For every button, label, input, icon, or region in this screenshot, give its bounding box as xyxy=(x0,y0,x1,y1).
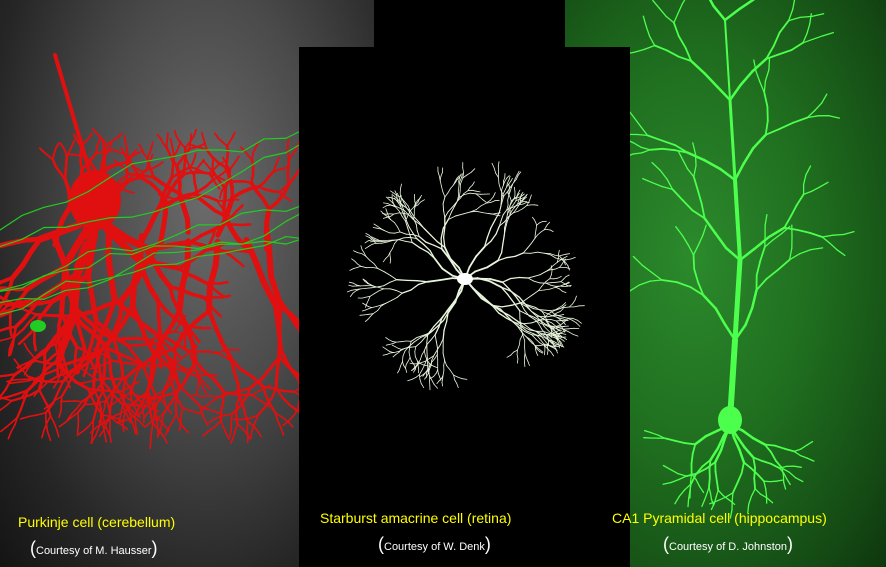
pyramidal-courtesy-open: ( xyxy=(663,534,669,554)
starburst-cell-panel xyxy=(299,47,630,567)
starburst-soma xyxy=(457,273,473,285)
pyramidal-caption: CA1 Pyramidal cell (hippocampus) xyxy=(612,510,827,526)
purkinje-green-cell xyxy=(30,320,46,332)
purkinje-soma xyxy=(69,170,121,230)
starburst-courtesy: (Courtesy of W. Denk) xyxy=(378,534,491,555)
purkinje-caption: Purkinje cell (cerebellum) xyxy=(18,514,176,530)
starburst-caption: Starburst amacrine cell (retina) xyxy=(320,510,512,526)
purkinje-courtesy-text: Courtesy of M. Hausser xyxy=(36,545,152,557)
pyramidal-courtesy: (Courtesy of D. Johnston) xyxy=(663,534,793,555)
purkinje-axon xyxy=(53,53,97,192)
purkinje-courtesy-close: ) xyxy=(151,538,158,558)
starburst-courtesy-text: Courtesy of W. Denk xyxy=(384,541,485,553)
starburst-courtesy-close: ) xyxy=(484,534,491,554)
pyramidal-soma xyxy=(718,406,742,434)
starburst-courtesy-open: ( xyxy=(378,534,384,554)
pyramidal-courtesy-close: ) xyxy=(787,534,794,554)
pyramidal-cell-image xyxy=(615,0,855,519)
purkinje-courtesy-open: ( xyxy=(30,538,36,558)
starburst-cell-image xyxy=(347,161,585,391)
purkinje-courtesy: (Courtesy of M. Hausser) xyxy=(30,538,158,559)
purkinje-cell-image xyxy=(0,53,374,450)
pyramidal-courtesy-text: Courtesy of D. Johnston xyxy=(669,541,788,553)
